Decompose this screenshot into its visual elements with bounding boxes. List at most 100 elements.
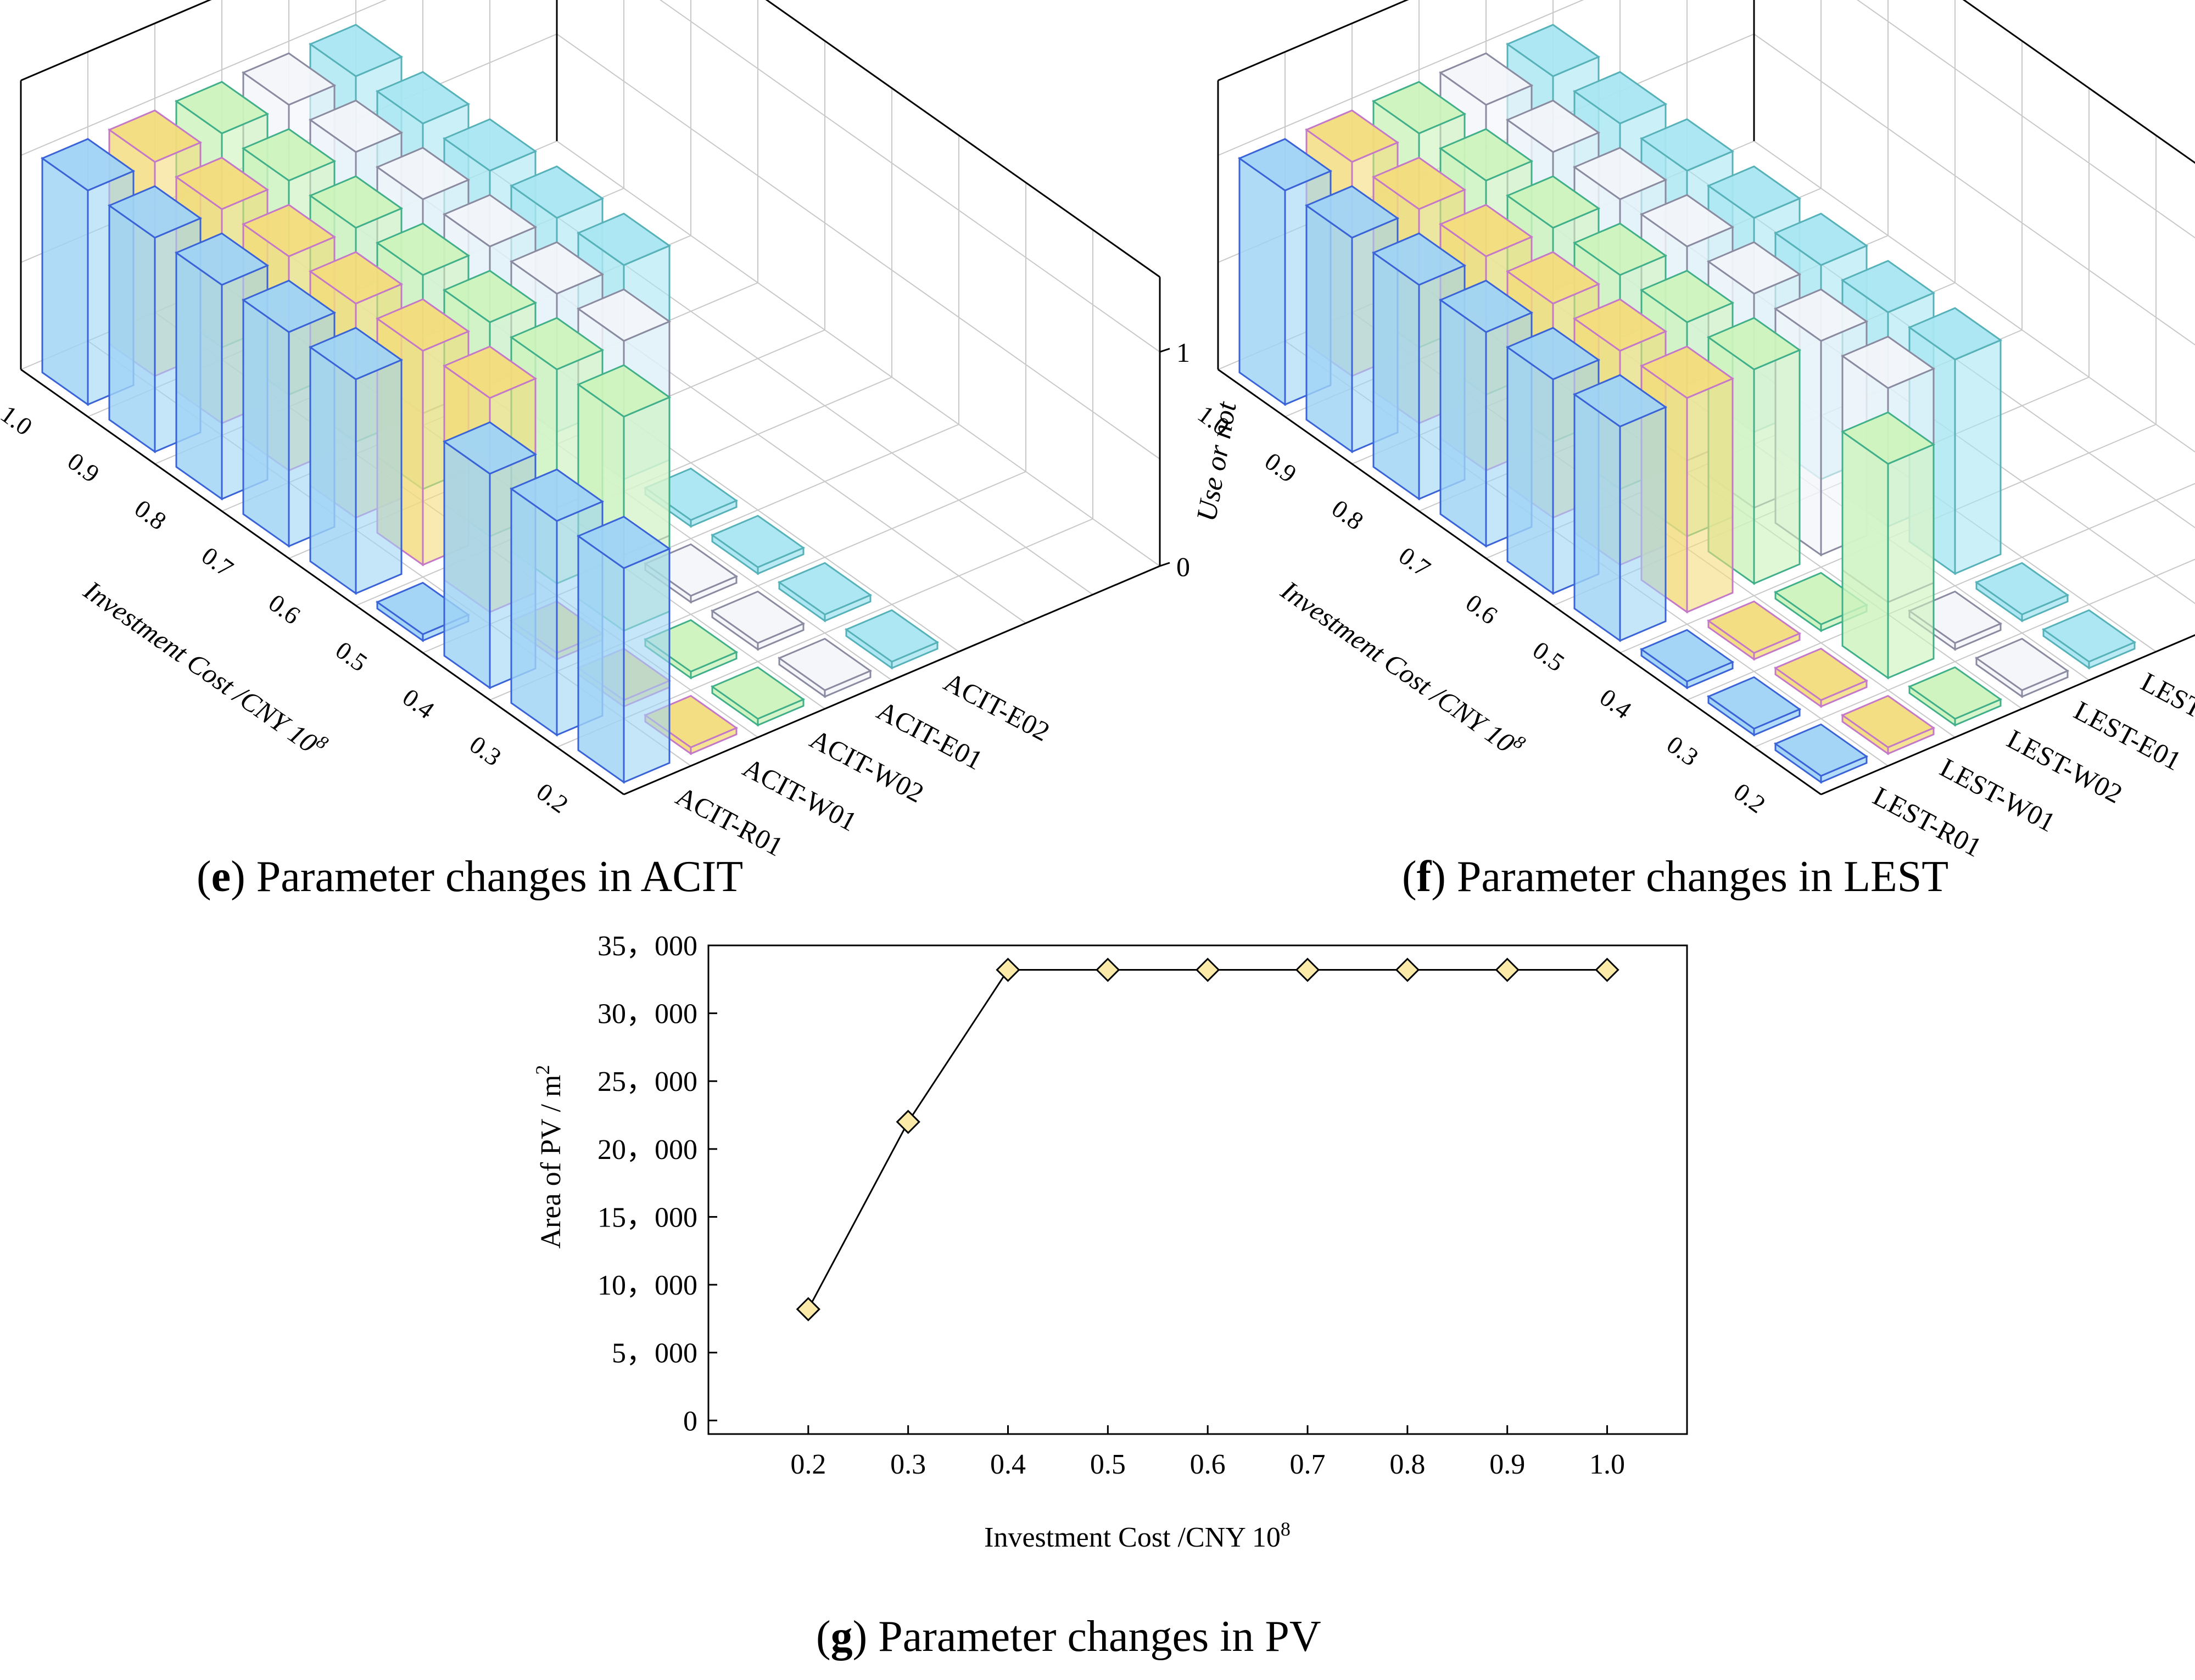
- bar-LEST-E02-0.2: [2041, 609, 2137, 670]
- bar-LEST-W02-0.2: [1907, 666, 2003, 727]
- back-wall-grid-line: [1753, 33, 2195, 346]
- bar-ACIT-E02-0.4: [710, 514, 806, 575]
- bar-face-top: [375, 222, 471, 276]
- bar-LEST-E01-0.2: [1974, 637, 2070, 698]
- data-point-0.3: [896, 1110, 920, 1134]
- bar-face-top: [241, 204, 337, 257]
- bar-face-front: [1573, 393, 1621, 642]
- bar-LEST-W01-0.3: [1773, 647, 1869, 708]
- bar-face-top: [1572, 222, 1668, 276]
- x-axis-title-superscript: 8: [1281, 1518, 1291, 1540]
- caption-f-label: f: [1417, 853, 1432, 901]
- bar-face-top: [1706, 241, 1802, 295]
- bar-face-side: [1686, 377, 1734, 614]
- bar-face-top: [1304, 185, 1400, 239]
- bar-face-front: [1305, 204, 1353, 453]
- back-wall-grid-line: [1856, 0, 2195, 239]
- bar-face-top: [40, 138, 136, 192]
- y-tick-label: 10，000: [597, 1270, 697, 1301]
- bar-face-top: [1438, 128, 1534, 182]
- y-tick-label: 30，000: [597, 999, 697, 1030]
- side-wall-grid-line: [1217, 0, 1584, 156]
- bar-face-top: [1505, 327, 1601, 380]
- x-tick-label: 0.3: [1662, 730, 1704, 771]
- bar-face-side: [1954, 339, 2002, 575]
- z-tick-mark: [1159, 562, 1170, 567]
- axis-frame-line: [20, 368, 624, 796]
- bar-face-top: [1438, 52, 1534, 106]
- bar-face-top: [509, 468, 605, 522]
- bar-face-top: [241, 52, 337, 106]
- bar-face-side: [1619, 406, 1667, 642]
- bar-face-front: [108, 204, 156, 453]
- bar-face-top: [442, 270, 538, 323]
- bar-face-top: [1773, 288, 1869, 342]
- z-tick-label: 0: [1176, 551, 1190, 582]
- bar-face-top: [1639, 270, 1735, 323]
- bar-face-top: [1639, 629, 1735, 682]
- bar-LEST-R01-0.2: [1773, 723, 1869, 784]
- bar-face-top: [1706, 600, 1802, 654]
- bar-face-top: [1773, 212, 1869, 266]
- bar-face-top: [1371, 156, 1467, 210]
- bar-face-top: [308, 24, 404, 77]
- bar-face-top: [308, 175, 404, 229]
- bar-face-top: [1974, 562, 2070, 615]
- axis-frame-line: [1217, 368, 1822, 796]
- bar-face-top: [576, 516, 672, 569]
- bar-face-top: [710, 590, 806, 644]
- back-wall-grid-line: [659, 0, 1160, 352]
- bar-ACIT-R01-0.2: [576, 516, 672, 784]
- bar-face-top: [375, 71, 471, 125]
- bar-ACIT-W02-0.2: [710, 666, 806, 727]
- bar-face-top: [442, 118, 538, 172]
- bar-face-top: [308, 327, 404, 380]
- x-tick-label: 0.3: [465, 730, 506, 771]
- x-tick-label: 1.0: [1589, 1449, 1625, 1480]
- caption-g-label: g: [831, 1612, 853, 1661]
- bar-face-top: [308, 99, 404, 153]
- x-tick-label: 1.0: [0, 400, 37, 441]
- bar-face-top: [1572, 71, 1668, 125]
- bar-LEST-R01-0.3: [1706, 676, 1802, 737]
- bar-face-top: [442, 421, 538, 475]
- bar-face-top: [777, 637, 873, 691]
- x-tick-label: 0.5: [331, 636, 372, 677]
- bar-face-top: [2041, 609, 2137, 663]
- data-point-0.7: [1295, 957, 1320, 982]
- bar-face-top: [1572, 147, 1668, 200]
- bar-face-top: [375, 147, 471, 200]
- bar-face-top: [1505, 99, 1601, 153]
- bar-face-top: [1773, 647, 1869, 701]
- bar-face-top: [1304, 109, 1400, 163]
- bar-face-top: [1639, 345, 1735, 399]
- axis-frame-line: [1962, 0, 2195, 164]
- bar-face-top: [1840, 411, 1936, 465]
- bar-face-top: [1572, 298, 1668, 352]
- caption-e-label: e: [211, 853, 231, 901]
- axis-frame-line: [765, 0, 1160, 278]
- back-wall-grid-line: [556, 33, 1160, 460]
- bar-face-top: [1505, 24, 1601, 77]
- bar-ACIT-E02-0.3: [777, 562, 873, 623]
- bar-face-front: [510, 487, 558, 737]
- bar-ACIT-E01-0.2: [777, 637, 873, 698]
- plot-frame: [707, 944, 1688, 1435]
- x-tick-label: 0.7: [1394, 541, 1436, 583]
- bar-face-top: [844, 609, 940, 663]
- x-tick-label: 0.8: [1327, 494, 1369, 535]
- x-tick-label: 0.5: [1090, 1449, 1126, 1480]
- bar-face-top: [1438, 279, 1534, 333]
- bar-face-top: [576, 212, 672, 266]
- x-tick-label: 0.2: [532, 777, 573, 819]
- bar-face-front: [1238, 156, 1286, 406]
- bar-face-top: [1438, 204, 1534, 257]
- bar-face-top: [107, 185, 203, 239]
- x-tick-label: 0.6: [1461, 589, 1503, 630]
- bar-face-side: [1887, 443, 1935, 680]
- axis-frame-line: [20, 0, 212, 81]
- bar-face-top: [1907, 307, 2003, 361]
- x-tick-label: 0.7: [1290, 1449, 1326, 1480]
- bar-face-top: [174, 81, 270, 135]
